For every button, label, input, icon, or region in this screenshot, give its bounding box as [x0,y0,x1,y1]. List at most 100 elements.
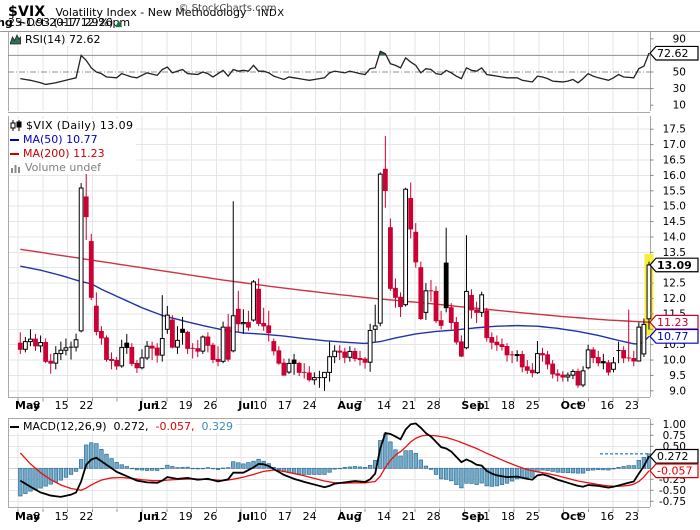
exchange-label: INDX [257,8,285,19]
svg-text:13.5: 13.5 [663,247,686,259]
chg-value: +1.93 (+17.29%) [16,16,114,29]
symbol: $VIX [8,4,46,20]
ma50-legend-label: MA(50) 10.77 [23,133,98,146]
chart-header: $VIX Volatility Index - New Methodology … [0,0,700,32]
macd-legend-name: MACD(12,26,9) [23,420,107,433]
svg-text:7: 7 [356,510,363,523]
price-legend-label: $VIX (Daily) 13.09 [26,119,134,132]
symbol-title: Volatility Index - New Methodology [55,6,247,19]
ma200-legend-row: MA(200) 11.23 [10,147,105,160]
svg-text:16.0: 16.0 [663,170,686,182]
svg-text:9: 9 [579,399,586,412]
svg-text:19: 19 [179,510,193,523]
svg-text:Sep: Sep [461,510,484,523]
svg-text:8: 8 [33,510,40,523]
svg-text:18: 18 [501,399,515,412]
svg-text:15.0: 15.0 [663,201,686,213]
svg-text:1.00: 1.00 [663,419,686,431]
svg-text:16: 16 [600,399,614,412]
svg-text:0.272: 0.272 [657,450,689,463]
svg-text:28: 28 [427,510,441,523]
svg-text:10: 10 [253,399,267,412]
svg-text:17.5: 17.5 [663,124,686,136]
svg-text:21: 21 [402,510,416,523]
svg-text:-0.057: -0.057 [657,465,692,478]
svg-text:15: 15 [55,510,69,523]
svg-text:24: 24 [303,510,317,523]
svg-text:11: 11 [476,510,490,523]
svg-text:14.0: 14.0 [663,231,686,243]
ma200-legend-label: MA(200) 11.23 [23,147,105,160]
svg-text:17.0: 17.0 [663,139,686,151]
price-legend: $VIX (Daily) 13.09 MA(50) 10.77 MA(200) … [10,119,137,174]
svg-text:90: 90 [673,33,686,45]
ma50-line-icon [10,138,19,141]
rsi-panel [8,50,650,90]
svg-text:23: 23 [625,510,639,523]
svg-text:26: 26 [203,510,217,523]
svg-text:30: 30 [673,83,686,95]
svg-text:Oct: Oct [561,399,582,412]
svg-text:7: 7 [356,399,363,412]
svg-text:10: 10 [673,100,686,112]
svg-text:9: 9 [579,510,586,523]
svg-text:May: May [15,510,40,523]
svg-text:14.5: 14.5 [663,216,686,228]
svg-text:13.09: 13.09 [657,259,692,272]
svg-text:May: May [15,399,40,412]
copyright: © StockCharts.com [178,3,277,14]
svg-text:12.0: 12.0 [663,293,686,305]
svg-text:19: 19 [179,399,193,412]
svg-text:9.0: 9.0 [669,385,686,397]
svg-text:22: 22 [79,510,93,523]
svg-text:72.62: 72.62 [657,47,689,60]
svg-text:14: 14 [377,399,391,412]
svg-text:26: 26 [203,399,217,412]
macd-signal-value: -0.057, [155,420,195,433]
axes-labels: 9.09.510.010.511.011.512.012.513.013.514… [15,33,699,523]
macd-line-icon [10,425,19,428]
svg-text:11: 11 [476,399,490,412]
volume-legend-label: Volume undef [25,161,101,174]
volume-bars-icon [11,164,20,173]
svg-text:-0.75: -0.75 [659,496,686,508]
svg-text:0.75: 0.75 [663,430,686,442]
svg-text:Jun: Jun [138,510,159,523]
macd-panel [18,422,652,498]
candlestick-icon [10,120,22,131]
svg-text:17: 17 [278,510,292,523]
macd-hist-value: 0.329 [201,420,234,433]
rsi-indicator-icon [10,34,21,45]
svg-text:10.0: 10.0 [663,355,686,367]
svg-text:28: 28 [427,399,441,412]
gridlines [8,31,651,512]
price-panel [17,136,654,391]
svg-text:18: 18 [501,510,515,523]
svg-text:-0.50: -0.50 [659,485,686,497]
macd-legend: MACD(12,26,9) 0.272, -0.057, 0.329 [10,420,237,433]
svg-text:Jul: Jul [237,510,254,523]
ma50-legend-row: MA(50) 10.77 [10,133,98,146]
svg-text:12: 12 [154,399,168,412]
svg-text:22: 22 [79,399,93,412]
svg-text:23: 23 [625,399,639,412]
svg-text:50: 50 [673,67,686,79]
rsi-legend-label: RSI(14) 72.62 [25,33,101,46]
price-legend-row: $VIX (Daily) 13.09 [10,119,133,132]
svg-text:10.77: 10.77 [657,330,689,343]
svg-text:Jun: Jun [138,399,159,412]
svg-text:12: 12 [154,510,168,523]
svg-text:Oct: Oct [561,510,582,523]
svg-text:Jul: Jul [237,399,254,412]
title-row: $VIX Volatility Index - New Methodology … [8,1,285,20]
svg-text:25: 25 [526,510,540,523]
svg-text:Aug: Aug [337,510,361,523]
svg-text:15.5: 15.5 [663,185,686,197]
datetime: 25-Oct-2017 12:26pm [8,16,131,29]
svg-text:8: 8 [33,399,40,412]
quote-strip: Open 11.34High 13.20Low 10.99Last 13.09C… [0,16,122,29]
svg-text:Sep: Sep [461,399,484,412]
svg-text:10: 10 [253,510,267,523]
macd-value: 0.272, [113,420,149,433]
